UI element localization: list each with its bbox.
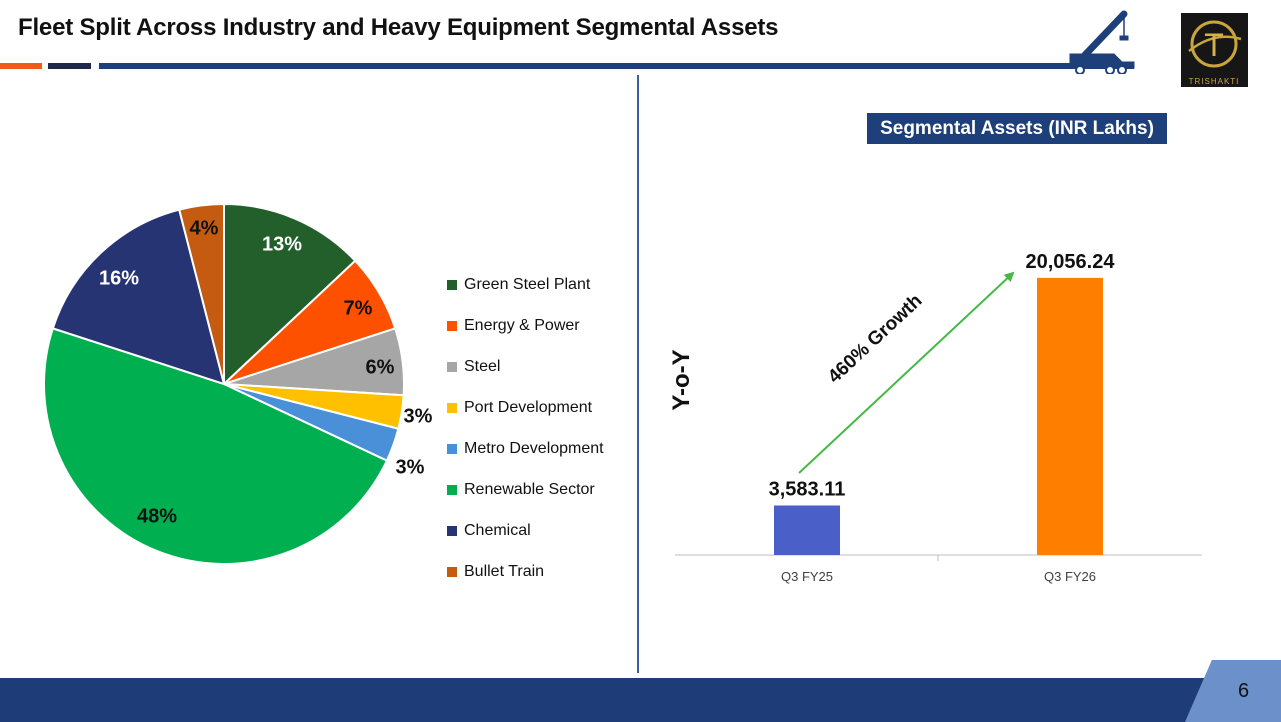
legend-swatch bbox=[447, 402, 457, 413]
pie-slice-renewable-sector bbox=[43, 327, 389, 565]
pie-label-renewable-sector: 48% bbox=[137, 505, 177, 527]
accent-bar-dark bbox=[48, 63, 91, 69]
legend-label: Metro Development bbox=[464, 439, 604, 457]
bar-value-label-q3-fy25: 3,583.11 bbox=[769, 478, 846, 500]
legend-swatch bbox=[447, 361, 457, 372]
pie-slice-bullet-train bbox=[178, 202, 225, 385]
bar-chart: 3,583.11 Q3 FY25 20,056.24 Q3 FY26 460% Grow… bbox=[675, 251, 1202, 584]
legend-swatch bbox=[447, 443, 457, 454]
crane-icon bbox=[1069, 10, 1135, 74]
legend-swatch bbox=[447, 566, 457, 577]
growth-arrow bbox=[798, 271, 1015, 474]
logo-letter: T bbox=[1204, 27, 1224, 63]
bar-q3-fy25 bbox=[774, 505, 840, 555]
legend-item-chemical: Chemical bbox=[447, 510, 604, 551]
legend-label: Green Steel Plant bbox=[464, 275, 591, 293]
pie-label-energy-power: 7% bbox=[344, 297, 373, 319]
bar-category-label-q3-fy25: Q3 FY25 bbox=[781, 569, 833, 584]
pie-label-green-steel-plant: 13% bbox=[262, 233, 302, 255]
legend-label: Renewable Sector bbox=[464, 480, 595, 498]
logo-text: TRISHAKTI bbox=[1189, 77, 1240, 86]
pie-chart: 13% 7% 6% 3% 3% 48% 16% 4% bbox=[43, 202, 433, 565]
vertical-divider bbox=[637, 75, 639, 673]
accent-bar-orange bbox=[0, 63, 42, 69]
legend-item-port-development: Port Development bbox=[447, 387, 604, 428]
pie-label-bullet-train: 4% bbox=[190, 217, 219, 239]
trishakti-logo: T TRISHAKTI bbox=[1181, 13, 1248, 87]
pie-label-chemical: 16% bbox=[99, 267, 139, 289]
legend-label: Bullet Train bbox=[464, 562, 545, 580]
legend-item-renewable-sector: Renewable Sector bbox=[447, 469, 604, 510]
pie-slice-chemical bbox=[51, 208, 226, 386]
legend-swatch bbox=[447, 279, 457, 290]
accent-bar-long bbox=[99, 63, 1134, 69]
bar-value-label-q3-fy26: 20,056.24 bbox=[1026, 251, 1116, 273]
growth-label: 460% Growth bbox=[824, 290, 926, 387]
legend-item-energy-power: Energy & Power bbox=[447, 305, 604, 346]
pie-legend: Green Steel Plant Energy & Power Steel Port… bbox=[447, 264, 604, 592]
legend-label: Steel bbox=[464, 357, 501, 375]
pie-slice-green-steel-plant bbox=[223, 202, 357, 387]
pie-label-port-development: 3% bbox=[404, 405, 433, 427]
pie-label-steel: 6% bbox=[366, 356, 395, 378]
bar-q3-fy26 bbox=[1037, 277, 1103, 555]
legend-swatch bbox=[447, 484, 457, 495]
legend-label: Chemical bbox=[464, 521, 531, 539]
legend-item-metro-development: Metro Development bbox=[447, 428, 604, 469]
trishakti-emblem-icon: T TRISHAKTI bbox=[1188, 20, 1242, 86]
pie-label-metro-development: 3% bbox=[396, 456, 425, 478]
page-number: 6 bbox=[1238, 680, 1250, 702]
page-title: Fleet Split Across Industry and Heavy Eq… bbox=[18, 14, 779, 41]
legend-swatch bbox=[447, 525, 457, 536]
bar-category-label-q3-fy26: Q3 FY26 bbox=[1044, 569, 1096, 584]
legend-label: Energy & Power bbox=[464, 316, 580, 334]
legend-swatch bbox=[447, 320, 457, 331]
legend-item-green-steel-plant: Green Steel Plant bbox=[447, 264, 604, 305]
legend-item-bullet-train: Bullet Train bbox=[447, 551, 604, 592]
legend-label: Port Development bbox=[464, 398, 593, 416]
legend-item-steel: Steel bbox=[447, 346, 604, 387]
segmental-assets-title: Segmental Assets (INR Lakhs) bbox=[867, 113, 1167, 144]
footer-bar bbox=[0, 678, 1281, 722]
